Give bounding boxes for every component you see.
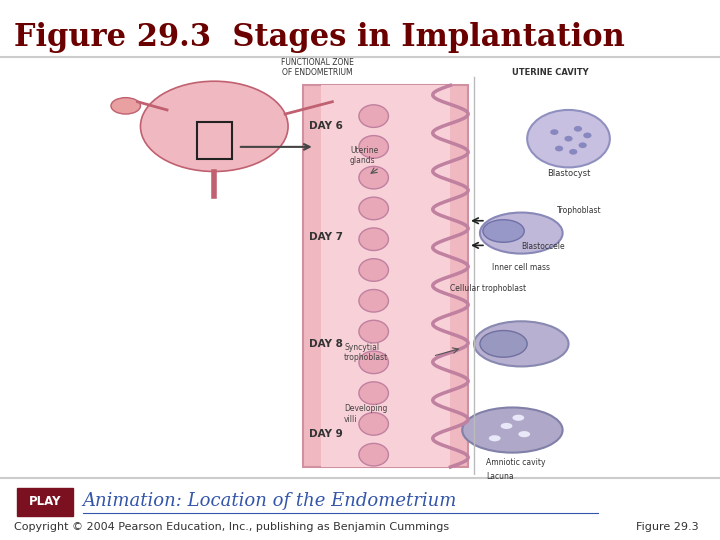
Ellipse shape [359, 413, 389, 435]
Ellipse shape [359, 443, 389, 466]
Text: Figure 29.3  Stages in Implantation: Figure 29.3 Stages in Implantation [14, 22, 625, 52]
Ellipse shape [474, 321, 569, 367]
Text: UTERINE CAVITY: UTERINE CAVITY [513, 68, 589, 77]
Ellipse shape [359, 136, 389, 158]
Text: DAY 8: DAY 8 [309, 339, 343, 349]
Text: Copyright © 2004 Pearson Education, Inc., publishing as Benjamin Cummings: Copyright © 2004 Pearson Education, Inc.… [14, 522, 449, 531]
Ellipse shape [359, 351, 389, 374]
Bar [320, 85, 451, 467]
Ellipse shape [359, 259, 389, 281]
Text: DAY 6: DAY 6 [309, 122, 343, 131]
Text: Animation: Location of the Endometrium: Animation: Location of the Endometrium [83, 492, 457, 510]
Ellipse shape [329, 98, 359, 114]
Ellipse shape [359, 289, 389, 312]
Circle shape [574, 126, 582, 132]
Text: FUNCTIONAL ZONE
OF ENDOMETRIUM: FUNCTIONAL ZONE OF ENDOMETRIUM [281, 58, 354, 77]
Ellipse shape [500, 423, 513, 429]
Text: DAY 9: DAY 9 [309, 429, 343, 439]
FancyBboxPatch shape [17, 488, 73, 516]
Circle shape [550, 129, 559, 135]
Ellipse shape [483, 220, 524, 242]
Text: Uterine
glands: Uterine glands [350, 146, 378, 165]
Ellipse shape [359, 382, 389, 404]
Text: Blastocyst: Blastocyst [546, 168, 590, 178]
Text: Lacuna: Lacuna [486, 472, 513, 481]
Text: Inner cell mass: Inner cell mass [492, 263, 550, 272]
Ellipse shape [359, 197, 389, 220]
Text: PLAY: PLAY [29, 495, 62, 508]
Bar [197, 122, 232, 159]
Text: Blastoccele: Blastoccele [521, 242, 565, 252]
Ellipse shape [518, 431, 530, 437]
Text: Amniotic cavity: Amniotic cavity [486, 458, 545, 467]
Ellipse shape [462, 408, 562, 453]
Text: Figure 29.3: Figure 29.3 [636, 522, 698, 531]
Ellipse shape [513, 415, 524, 421]
Circle shape [579, 143, 587, 148]
Ellipse shape [140, 81, 288, 172]
Circle shape [555, 146, 563, 151]
Ellipse shape [359, 105, 389, 127]
Text: Syncytial
trophoblast: Syncytial trophoblast [344, 343, 388, 362]
Text: DAY 7: DAY 7 [309, 232, 343, 242]
Circle shape [527, 110, 610, 167]
Ellipse shape [480, 213, 562, 254]
Text: Cellular trophoblast: Cellular trophoblast [451, 284, 526, 293]
Circle shape [583, 132, 592, 138]
Bar [303, 85, 468, 467]
Circle shape [564, 136, 572, 141]
Ellipse shape [480, 330, 527, 357]
Circle shape [569, 149, 577, 154]
Text: Trophoblast: Trophoblast [557, 206, 601, 214]
Ellipse shape [359, 228, 389, 251]
Ellipse shape [111, 98, 140, 114]
Ellipse shape [489, 435, 500, 441]
Text: Developing
villi: Developing villi [344, 404, 387, 424]
Ellipse shape [359, 320, 389, 343]
Ellipse shape [359, 166, 389, 189]
